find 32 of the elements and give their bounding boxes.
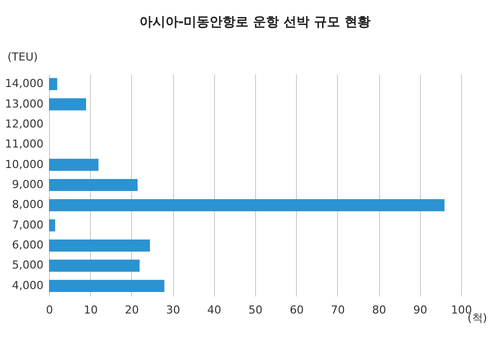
x-tick-label: 60 [290,304,304,316]
y-tick-label: 11,000 [5,138,44,151]
y-tick-label: 14,000 [5,77,44,90]
y-tick-label: 7,000 [12,218,44,232]
y-tick-label: 13,000 [5,97,44,110]
y-axis-title: (TEU) [8,50,38,64]
x-tick-label: 30 [166,304,180,316]
x-tick-label: 10 [84,304,98,316]
y-tick-label: 9,000 [12,178,44,191]
bar [49,260,140,272]
bar [49,280,164,292]
bar [49,78,58,90]
bar [49,178,138,192]
x-tick-label: 70 [330,304,345,316]
x-tick-label: 80 [372,304,386,316]
bar [49,239,150,252]
y-tick-label: 8,000 [12,198,44,212]
bar [49,199,445,212]
x-tick-label: 0 [46,304,53,316]
bar [49,98,86,110]
y-tick-label: 5,000 [12,258,44,272]
x-tick-label: 50 [248,304,262,316]
x-tick-label: 40 [207,304,222,316]
x-tick-label: 90 [413,304,428,316]
y-tick-label: 6,000 [12,238,44,252]
y-tick-label: 4,000 [12,278,44,292]
bar [49,158,98,171]
y-tick-label: 10,000 [5,158,44,171]
x-tick-label: 20 [124,304,139,316]
y-tick-label: 12,000 [5,117,44,130]
bar [49,219,56,232]
chart-title: 아시아-미동안항로 운항 선박 규모 현황 [139,15,371,30]
